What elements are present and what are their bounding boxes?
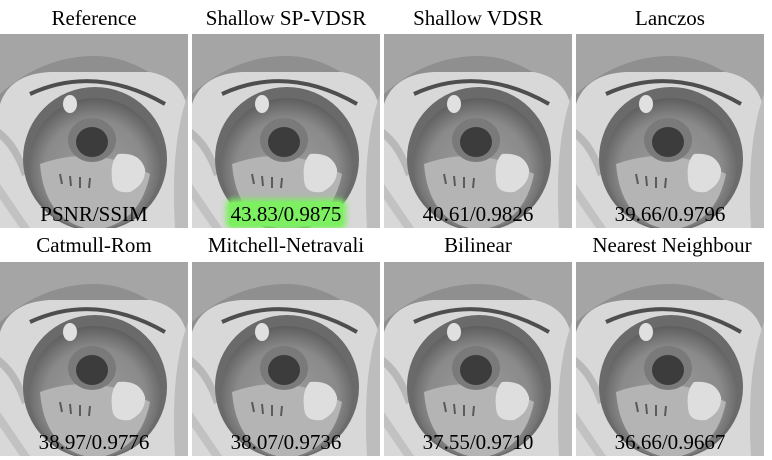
metric-label: 38.07/0.9736 (192, 428, 380, 456)
panel-title: Bilinear (444, 233, 512, 257)
metric-value: 40.61/0.9826 (422, 202, 534, 226)
eye-image (384, 34, 572, 228)
metric-label: 43.83/0.9875 (192, 200, 380, 228)
image-panel-shallow-sp-vdsr: 43.83/0.9875 (192, 34, 380, 228)
panel-title: Reference (51, 6, 137, 30)
metric-value: PSNR/SSIM (40, 202, 148, 226)
metric-label: 37.55/0.9710 (384, 428, 572, 456)
image-panel-shallow-vdsr: 40.61/0.9826 (384, 34, 572, 228)
metric-value: 37.55/0.9710 (422, 430, 534, 454)
panel-title: Shallow SP-VDSR (205, 6, 367, 30)
metric-value: 38.07/0.9736 (230, 430, 342, 454)
metric-value: 36.66/0.9667 (614, 430, 726, 454)
panel-title: Lanczos (635, 6, 705, 30)
eye-image (192, 262, 380, 456)
eye-image (0, 262, 188, 456)
metric-label: 39.66/0.9796 (576, 200, 764, 228)
metric-label: 36.66/0.9667 (576, 428, 764, 456)
image-panel-catmull-rom: 38.97/0.9776 (0, 262, 188, 456)
panel-title: Catmull-Rom (36, 233, 152, 257)
panel-title: Nearest Neighbour (592, 233, 752, 257)
image-panel-reference: PSNR/SSIM (0, 34, 188, 228)
metric-value-best: 43.83/0.9875 (228, 202, 344, 226)
panel-title: Shallow VDSR (413, 6, 543, 30)
image-panel-bilinear: 37.55/0.9710 (384, 262, 572, 456)
metric-value: 39.66/0.9796 (614, 202, 726, 226)
eye-image (576, 262, 764, 456)
metric-label: 40.61/0.9826 (384, 200, 572, 228)
image-panel-nearest-neighbour: 36.66/0.9667 (576, 262, 764, 456)
metric-label: 38.97/0.9776 (0, 428, 188, 456)
eye-image (576, 34, 764, 228)
eye-image (0, 34, 188, 228)
panel-title: Mitchell-Netravali (207, 233, 365, 257)
image-panel-lanczos: 39.66/0.9796 (576, 34, 764, 228)
image-panel-mitchell-netravali: 38.07/0.9736 (192, 262, 380, 456)
metric-value: 38.97/0.9776 (38, 430, 150, 454)
metric-label: PSNR/SSIM (0, 200, 188, 228)
eye-image (192, 34, 380, 228)
eye-image (384, 262, 572, 456)
